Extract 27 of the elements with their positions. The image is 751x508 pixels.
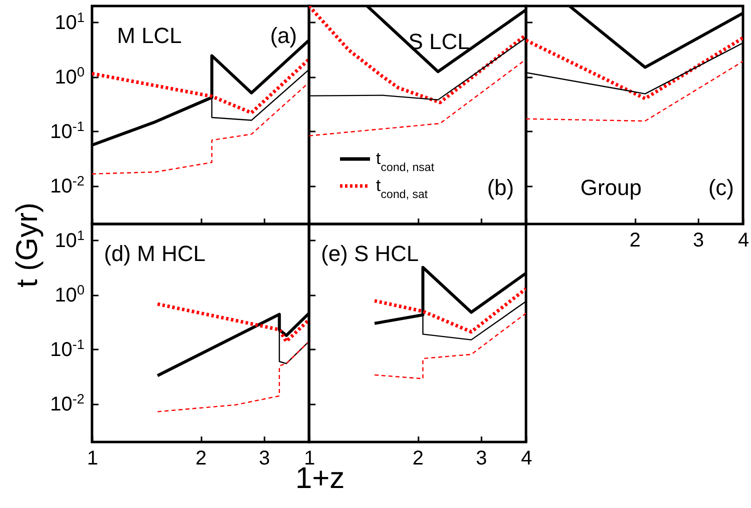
legend-label: t$_{cond, sat}$ [376,176,429,200]
y-tick-label: 10$^{0}$ [54,64,85,88]
x-tick-label: 2 [412,448,424,470]
annotation: (c) [708,175,734,200]
y-tick-label: 10$^{-1}$ [50,118,84,143]
annotation: (e) S HCL [321,241,419,266]
annotation: (b) [487,175,514,200]
legend-label: t$_{cond, nsat}$ [376,149,436,174]
x-tick-label: 1 [86,448,98,470]
x-tick-label: 2 [629,230,641,252]
y-tick-label: 10$^{0}$ [54,282,85,306]
annotation: (d) M HCL [104,241,206,266]
x-tick-label: 3 [692,230,704,252]
x-tick-label: 4 [738,230,750,252]
y-tick-label: 10$^{1}$ [54,9,84,34]
x-tick-label: 2 [195,448,207,470]
x-tick-label: 4 [520,448,532,470]
x-tick-label: 3 [476,448,488,470]
x-tick-label: 3 [258,448,270,470]
annotation: (a) [270,23,297,48]
y-axis-title: t (Gyr) [11,202,45,290]
annotation: Group [580,175,642,200]
y-tick-label: 10$^{1}$ [54,227,84,252]
annotation: M LCL [117,23,182,48]
y-tick-label: 10$^{-1}$ [50,336,84,361]
y-tick-label: 10$^{-2}$ [50,390,84,416]
y-tick-label: 10$^{-2}$ [50,172,84,198]
